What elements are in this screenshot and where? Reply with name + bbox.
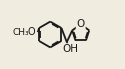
Text: O: O [77, 19, 85, 29]
Text: CH₃: CH₃ [13, 28, 29, 37]
Text: OH: OH [62, 44, 78, 54]
Text: O: O [27, 27, 35, 37]
